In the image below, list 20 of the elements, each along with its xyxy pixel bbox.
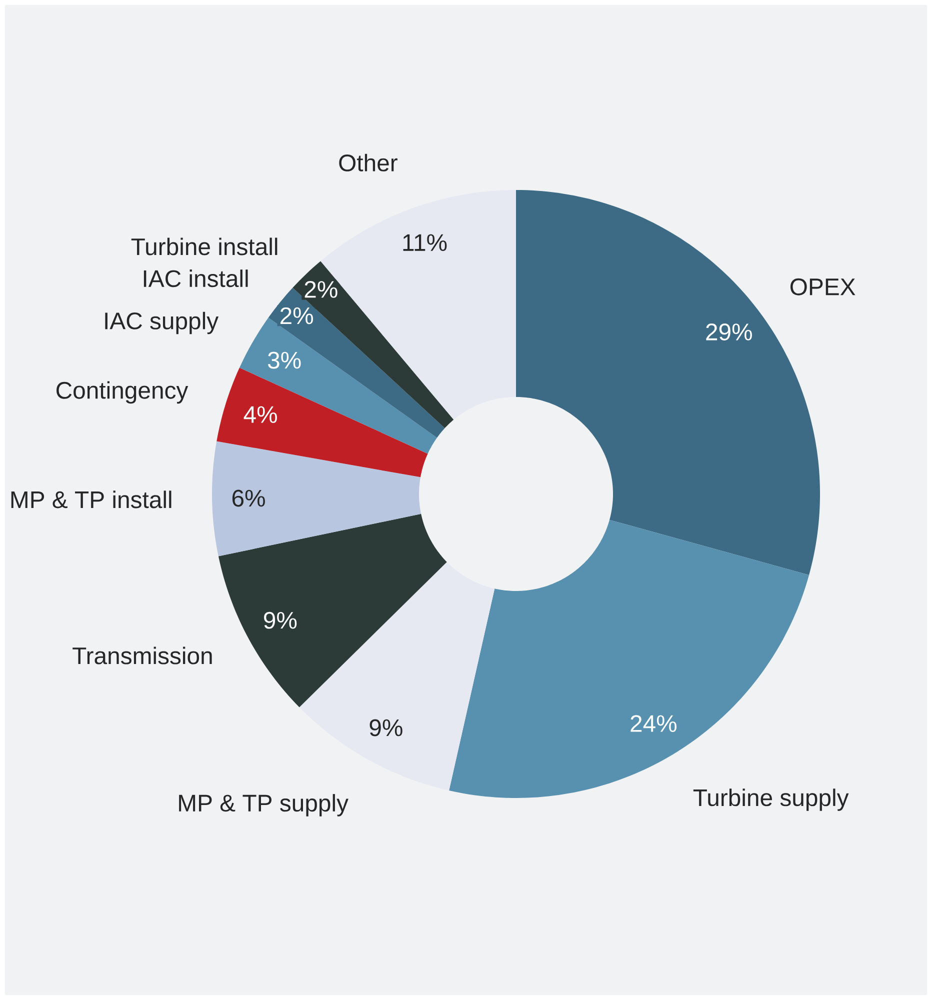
slice-label: Transmission — [72, 646, 212, 664]
data-label: 2% — [280, 307, 313, 324]
slice-label: Turbine install — [131, 238, 278, 256]
slice-label: MP & TP supply — [179, 794, 348, 816]
data-label: 4% — [244, 406, 277, 423]
data-label: 2% — [304, 280, 338, 298]
slice-label: Turbine supply — [693, 788, 849, 811]
slice-label: IAC install — [144, 270, 248, 288]
slice-label: Other — [339, 154, 398, 172]
slice-label: IAC supply — [105, 312, 219, 334]
slice-label: OPEX — [790, 278, 856, 296]
slice-label: MP & TP install — [11, 490, 172, 508]
data-label: 24% — [630, 715, 676, 732]
data-label: 11% — [403, 234, 447, 251]
data-label: 9% — [370, 719, 402, 736]
data-label: 3% — [268, 352, 301, 369]
slice-label: Contingency — [56, 381, 188, 404]
data-label: 6% — [232, 490, 265, 507]
data-label: 29% — [706, 324, 752, 340]
data-label: 9% — [264, 612, 297, 629]
